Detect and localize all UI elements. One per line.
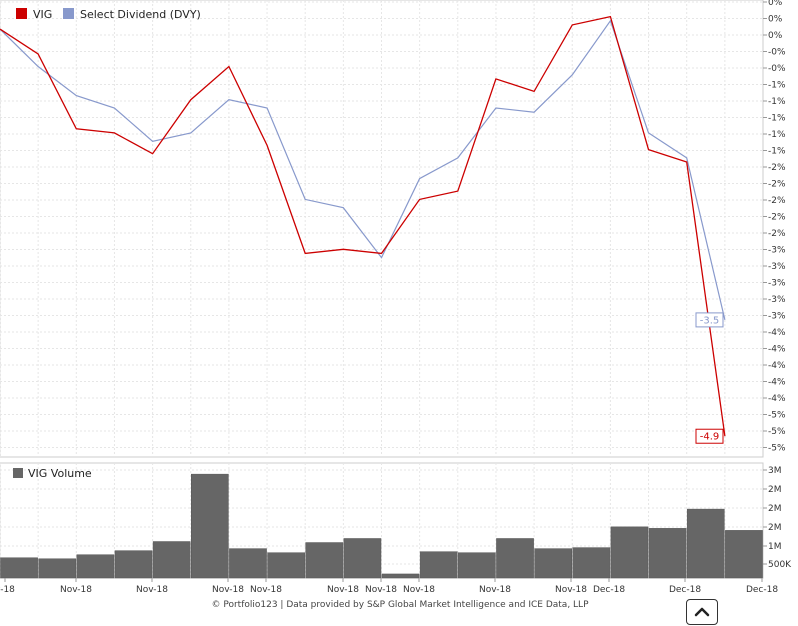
x-tick-label: Nov-18 [60,585,92,595]
svg-text:-4.9: -4.9 [700,432,720,443]
volume-bar [534,548,572,579]
end-label-vig: -4.9 [695,428,724,444]
main-y-tick-label: -0% [768,48,786,58]
volume-bar [229,548,267,579]
x-tick-label: Nov-18 [403,585,435,595]
chevron-up-icon [694,607,710,617]
end-value-labels: -3.5 -4.9 [695,312,724,444]
main-y-tick-label: -2% [768,180,786,190]
volume-bar [648,528,687,579]
scroll-top-button[interactable] [686,599,718,625]
volume-legend: VIG Volume [13,467,92,480]
volume-bar [381,573,420,579]
main-y-tick-label: -4% [768,345,786,355]
performance-lines [0,15,726,437]
main-y-tick-label: -4% [768,378,786,388]
main-plot-grid [0,0,764,458]
main-y-tick-label: -2% [768,196,786,206]
volume-y-tick-label: 2M [768,485,782,495]
main-y-tick-label: -3% [768,279,786,289]
series-line-dvy [0,19,726,321]
volume-bar [686,508,725,579]
volume-y-tick-label: 2M [768,523,782,533]
volume-bar [572,547,611,579]
x-tick-label: Nov-18 [479,585,511,595]
x-tick-label: v-18 [0,585,15,595]
volume-bar [76,554,115,579]
main-y-tick-label: -1% [768,130,786,140]
main-y-tick-label: -4% [768,361,786,371]
volume-bars [0,473,763,579]
main-y-tick-label: -3% [768,312,786,322]
main-y-tick-label: 0% [768,15,783,25]
volume-y-tick-label: 500K [768,560,792,570]
main-y-tick-label: -1% [768,114,786,124]
svg-text:-3.5: -3.5 [700,315,720,326]
x-tick-label: Nov-18 [327,585,359,595]
main-y-tick-label: -3% [768,262,786,272]
legend-label-vig: VIG [33,8,52,21]
main-legend: VIG Select Dividend (DVY) [16,8,201,21]
x-axis: v-18 Nov-18 Nov-18 Nov-18 Nov-18 Nov-18 Nov-18… [0,578,778,595]
volume-bar [419,551,458,579]
legend-swatch-volume [13,468,23,478]
volume-bar [610,526,649,579]
main-y-tick-label: -2% [768,213,786,223]
x-tick-label: Nov-18 [555,585,587,595]
volume-y-tick-label: 3M [768,466,782,476]
main-y-tick-label: -1% [768,97,786,107]
main-y-tick-label: -5% [768,411,786,421]
volume-bar [458,552,496,579]
x-tick-label: Dec-18 [669,585,701,595]
volume-y-tick-label: 2M [768,504,782,514]
footer-attribution: © Portfolio123 | Data provided by S&P Gl… [212,600,590,610]
volume-bar [267,552,305,579]
main-y-axis: 0% 0% 0% -0% -0% -1% -1% -1% -1% -1% -2% -2% -2% -2% -… [763,0,786,454]
legend-label-volume: VIG Volume [28,467,92,480]
main-y-tick-label: -5% [768,427,786,437]
volume-bar [191,473,229,579]
main-y-tick-label: -3% [768,295,786,305]
main-y-tick-label: -2% [768,229,786,239]
main-y-tick-label: -2% [768,163,786,173]
main-y-tick-label: -0% [768,64,786,74]
volume-bar [496,538,534,579]
x-tick-label: Nov-18 [250,585,282,595]
legend-swatch-dvy [63,8,74,19]
x-tick-label: Nov-18 [212,585,244,595]
main-y-tick-label: -1% [768,81,786,91]
volume-y-tick-label: 1M [768,542,782,552]
x-tick-label: Dec-18 [746,585,778,595]
volume-plot-grid [0,462,764,579]
volume-y-axis: 3M 2M 2M 2M 1M 500K [763,466,792,570]
volume-bar [343,538,382,579]
main-y-tick-label: 0% [768,0,783,8]
main-y-tick-label: -4% [768,328,786,338]
volume-bar [0,557,38,579]
volume-bar [305,542,344,579]
legend-label-dvy: Select Dividend (DVY) [80,8,201,21]
x-tick-label: Nov-18 [365,585,397,595]
main-y-tick-label: -3% [768,246,786,256]
volume-bar [38,558,77,579]
legend-swatch-vig [16,8,27,19]
main-y-tick-label: -4% [768,394,786,404]
main-y-tick-label: -5% [768,444,786,454]
volume-bar [725,530,763,579]
end-label-dvy: -3.5 [695,312,724,328]
series-line-vig [0,15,726,437]
volume-bar [152,541,191,579]
main-y-tick-label: -1% [768,147,786,157]
volume-bar [114,550,153,579]
x-tick-label: Nov-18 [136,585,168,595]
main-y-tick-label: 0% [768,31,783,41]
x-tick-label: Dec-18 [593,585,625,595]
